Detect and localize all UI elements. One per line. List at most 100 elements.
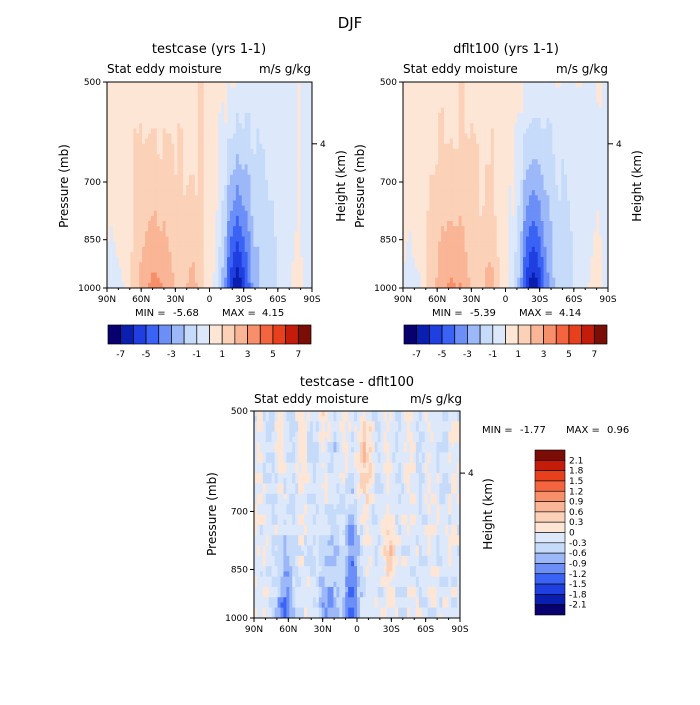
heatmap-cell [239, 206, 242, 212]
heatmap-cell [453, 128, 456, 134]
heatmap-cell [212, 247, 215, 253]
heatmap-cell [259, 144, 262, 150]
heatmap-cell [294, 278, 297, 284]
heatmap-cell [500, 231, 503, 237]
heatmap-cell [224, 87, 227, 93]
heatmap-cell [189, 123, 192, 129]
heatmap-cell [259, 154, 262, 160]
heatmap-cell [567, 97, 570, 103]
heatmap-cell [169, 247, 172, 253]
heatmap-cell [429, 118, 432, 124]
heatmap-cell [459, 180, 462, 186]
heatmap-cell [133, 278, 136, 284]
heatmap-cell [136, 216, 139, 222]
heatmap-cell [558, 231, 561, 237]
heatmap-cell [549, 108, 552, 114]
heatmap-cell [300, 200, 303, 206]
heatmap-cell [297, 118, 300, 124]
heatmap-cell [558, 190, 561, 196]
heatmap-cell [122, 180, 125, 186]
heatmap-cell [503, 185, 506, 191]
heatmap-cell [573, 200, 576, 206]
heatmap-cell [552, 195, 555, 201]
heatmap-cell [541, 82, 544, 88]
heatmap-cell [122, 149, 125, 155]
heatmap-cell [174, 190, 177, 196]
heatmap-cell [265, 144, 268, 150]
heatmap-cell [192, 226, 195, 232]
heatmap-cell [189, 257, 192, 263]
heatmap-cell [429, 231, 432, 237]
heatmap-cell [183, 278, 186, 284]
heatmap-cell [289, 108, 292, 114]
heatmap-cell [488, 154, 491, 160]
heatmap-cell [303, 180, 306, 186]
heatmap-cell [541, 149, 544, 155]
heatmap-cell [485, 211, 488, 217]
heatmap-cell [473, 92, 476, 98]
heatmap-cell [133, 200, 136, 206]
heatmap-cell [253, 252, 256, 258]
heatmap-cell [462, 190, 465, 196]
heatmap-cell [297, 103, 300, 109]
heatmap-cell [151, 278, 154, 284]
heatmap-cell [552, 180, 555, 186]
heatmap-cell [265, 252, 268, 258]
heatmap-cell [280, 216, 283, 222]
heatmap-cell [119, 113, 122, 119]
heatmap-cell [230, 164, 233, 170]
heatmap-cell [465, 113, 468, 119]
heatmap-cell [303, 92, 306, 98]
heatmap-cell [573, 211, 576, 217]
y-tick-label: 1000 [78, 284, 101, 294]
heatmap-cell [523, 195, 526, 201]
heatmap-cell [145, 180, 148, 186]
heatmap-cell [230, 82, 233, 88]
heatmap-cell [491, 175, 494, 181]
heatmap-cell [588, 149, 591, 155]
heatmap-cell [429, 170, 432, 176]
heatmap-cell [210, 128, 213, 134]
heatmap-cell [212, 216, 215, 222]
heatmap-cell [444, 206, 447, 212]
heatmap-cell [588, 226, 591, 232]
heatmap-cell [195, 267, 198, 273]
heatmap-cell [435, 159, 438, 165]
heatmap-cell [564, 211, 567, 217]
panel-subtitle-right: m/s g/kg [556, 62, 608, 76]
heatmap-cell [227, 170, 230, 176]
heatmap-cell [148, 118, 151, 124]
heatmap-cell [192, 134, 195, 140]
heatmap-cell [488, 159, 491, 165]
heatmap-cell [561, 154, 564, 160]
heatmap-cell [459, 159, 462, 165]
heatmap-cell [538, 139, 541, 145]
heatmap-cell [456, 170, 459, 176]
heatmap-cell [482, 139, 485, 145]
heatmap-cell [186, 97, 189, 103]
heatmap-cell [511, 180, 514, 186]
heatmap-cell [294, 113, 297, 119]
heatmap-cell [160, 87, 163, 93]
heatmap-cell [207, 149, 210, 155]
heatmap-cell [128, 170, 131, 176]
heatmap-cell [218, 206, 221, 212]
heatmap-cell [128, 149, 131, 155]
heatmap-cell [125, 216, 128, 222]
heatmap-cell [593, 108, 596, 114]
heatmap-cell [218, 185, 221, 191]
heatmap-cell [564, 200, 567, 206]
heatmap-cell [113, 252, 116, 258]
heatmap-cell [245, 211, 248, 217]
heatmap-cell [467, 149, 470, 155]
heatmap-cell [116, 267, 119, 273]
heatmap-cell [248, 262, 251, 268]
heatmap-cell [169, 154, 172, 160]
heatmap-cell [163, 231, 166, 237]
heatmap-cell [128, 273, 131, 279]
heatmap-cell [541, 139, 544, 145]
heatmap-cell [406, 175, 409, 181]
heatmap-cell [277, 267, 280, 273]
heatmap-cell [467, 180, 470, 186]
heatmap-cell [297, 154, 300, 160]
